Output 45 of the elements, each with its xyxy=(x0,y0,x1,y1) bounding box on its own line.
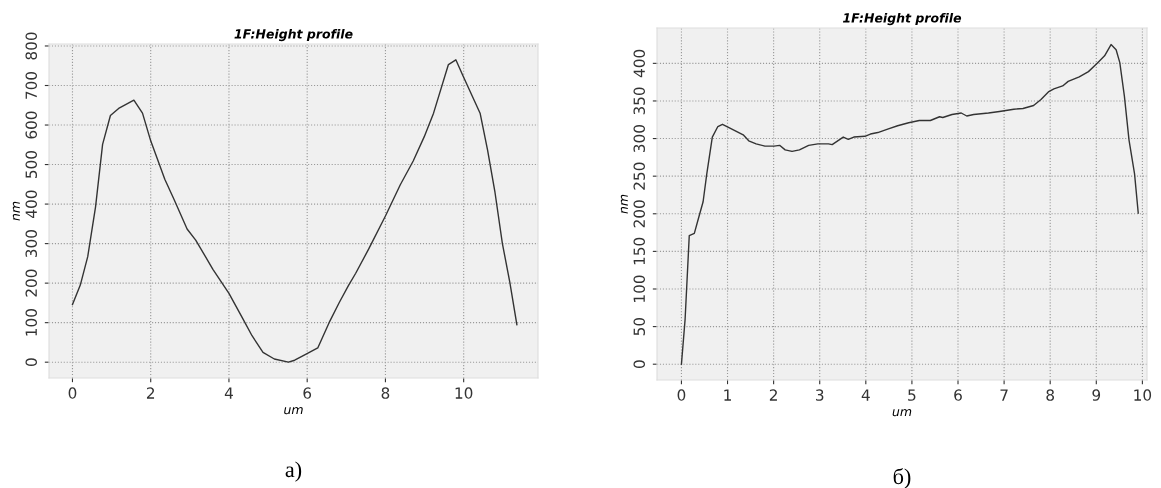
y-tick-label: 400 xyxy=(25,190,38,218)
y-tick-label: 300 xyxy=(25,230,38,258)
x-tick-label: 2 xyxy=(769,389,777,401)
x-tick-label: 0 xyxy=(677,389,686,401)
x-tick-label: 4 xyxy=(224,387,233,399)
x-tick-label: 2 xyxy=(146,387,155,399)
y-tick-label: 250 xyxy=(633,162,646,190)
x-tick-label: 5 xyxy=(908,389,916,401)
x-tick-label: 3 xyxy=(816,389,824,401)
x-tick-label: 6 xyxy=(303,387,312,399)
x-axis-title: um xyxy=(892,409,912,417)
y-tick-label: 100 xyxy=(633,275,646,302)
text: a) xyxy=(285,461,302,482)
y-tick-label: 0 xyxy=(25,358,38,367)
text: б) xyxy=(893,468,911,488)
y-axis-title: nm xyxy=(12,201,20,221)
y-tick-label: 350 xyxy=(633,87,646,115)
y-tick-label: 200 xyxy=(633,200,646,228)
chart-title: 1F:Height profile xyxy=(234,28,353,42)
x-axis-title: um xyxy=(284,407,303,415)
x-tick-label: 10 xyxy=(1134,389,1152,401)
x-tick-label: 4 xyxy=(861,389,870,401)
y-tick-label: 600 xyxy=(25,111,38,139)
x-tick-label: 8 xyxy=(1046,389,1055,401)
line-series xyxy=(71,59,518,363)
y-tick-label: 700 xyxy=(25,71,38,99)
x-tick-label: 8 xyxy=(381,387,390,399)
x-tick-label: 6 xyxy=(954,389,962,401)
x-tick-label: 1 xyxy=(724,389,731,401)
x-tick-label: 9 xyxy=(1092,389,1101,401)
y-tick-label: 800 xyxy=(25,32,38,60)
y-tick-label: 200 xyxy=(25,269,38,297)
y-tick-label: 300 xyxy=(633,125,646,152)
y-tick-label: 100 xyxy=(25,309,38,336)
y-tick-label: 500 xyxy=(25,150,38,178)
line-series xyxy=(680,43,1139,365)
y-tick-label: 400 xyxy=(633,49,646,78)
y-tick-label: 50 xyxy=(633,317,646,336)
y-tick-label: 150 xyxy=(633,237,646,265)
x-tick-label: 10 xyxy=(455,387,473,399)
chart-title: 1F:Height profile xyxy=(842,12,962,26)
x-tick-label: 7 xyxy=(1000,389,1008,401)
y-axis-title: nm xyxy=(620,194,628,214)
x-tick-label: 0 xyxy=(68,387,77,399)
y-tick-label: 0 xyxy=(633,360,646,369)
